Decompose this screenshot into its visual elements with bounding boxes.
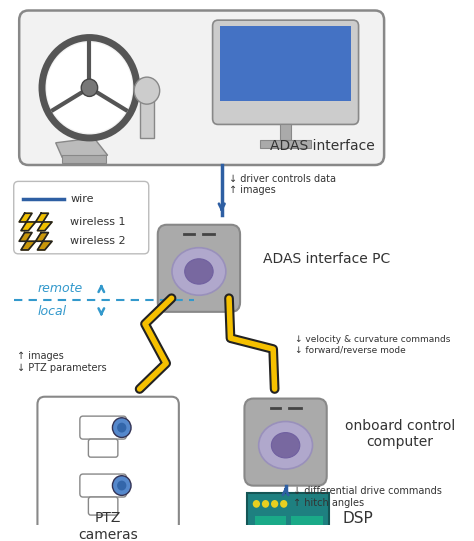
Bar (62, 155, 106, 163)
Bar (140, 95, 154, 138)
FancyBboxPatch shape (14, 181, 149, 254)
Bar (220, 26, 351, 101)
Text: ↓ differential drive commands
↑ hitch angles: ↓ differential drive commands ↑ hitch an… (293, 486, 442, 508)
Circle shape (253, 500, 260, 508)
FancyBboxPatch shape (80, 416, 127, 439)
Text: wireless 1: wireless 1 (70, 217, 126, 227)
Bar (247, 493, 329, 541)
Text: ADAS interface: ADAS interface (270, 140, 375, 154)
Ellipse shape (272, 433, 300, 458)
FancyBboxPatch shape (213, 20, 358, 124)
Circle shape (271, 500, 278, 508)
Circle shape (134, 77, 160, 104)
Bar (291, 530, 323, 539)
Text: ADAS interface PC: ADAS interface PC (263, 252, 390, 266)
FancyBboxPatch shape (80, 474, 127, 497)
Polygon shape (36, 233, 52, 250)
Bar (255, 517, 286, 525)
Circle shape (112, 418, 131, 438)
Polygon shape (19, 213, 36, 230)
Circle shape (280, 500, 287, 508)
Text: onboard control
computer: onboard control computer (345, 419, 455, 450)
Bar (291, 517, 323, 525)
Polygon shape (19, 233, 36, 250)
Circle shape (46, 42, 132, 133)
Ellipse shape (259, 421, 312, 469)
Text: wire: wire (70, 194, 94, 204)
Ellipse shape (185, 259, 213, 284)
Bar (280, 124, 291, 140)
Bar (255, 530, 286, 539)
Text: wireless 2: wireless 2 (70, 236, 126, 246)
Bar (260, 140, 311, 148)
Text: ↓ velocity & curvature commands
↓ forward/reverse mode: ↓ velocity & curvature commands ↓ forwar… (295, 335, 450, 354)
FancyBboxPatch shape (88, 439, 118, 457)
FancyBboxPatch shape (245, 399, 327, 486)
FancyBboxPatch shape (158, 225, 240, 312)
Text: PTZ
cameras: PTZ cameras (78, 511, 138, 541)
Text: ↓ driver controls data
↑ images: ↓ driver controls data ↑ images (229, 174, 336, 195)
Text: ↑ images
↓ PTZ parameters: ↑ images ↓ PTZ parameters (18, 351, 107, 373)
Polygon shape (55, 138, 108, 157)
Text: local: local (37, 305, 66, 318)
Text: DSP: DSP (342, 511, 373, 526)
FancyBboxPatch shape (19, 10, 384, 165)
Polygon shape (36, 213, 52, 230)
Circle shape (117, 423, 127, 433)
Circle shape (81, 79, 98, 96)
Circle shape (112, 476, 131, 496)
Circle shape (117, 480, 127, 491)
FancyBboxPatch shape (37, 397, 179, 541)
Circle shape (262, 500, 269, 508)
Text: remote: remote (37, 282, 82, 295)
Ellipse shape (172, 248, 226, 295)
FancyBboxPatch shape (88, 497, 118, 515)
